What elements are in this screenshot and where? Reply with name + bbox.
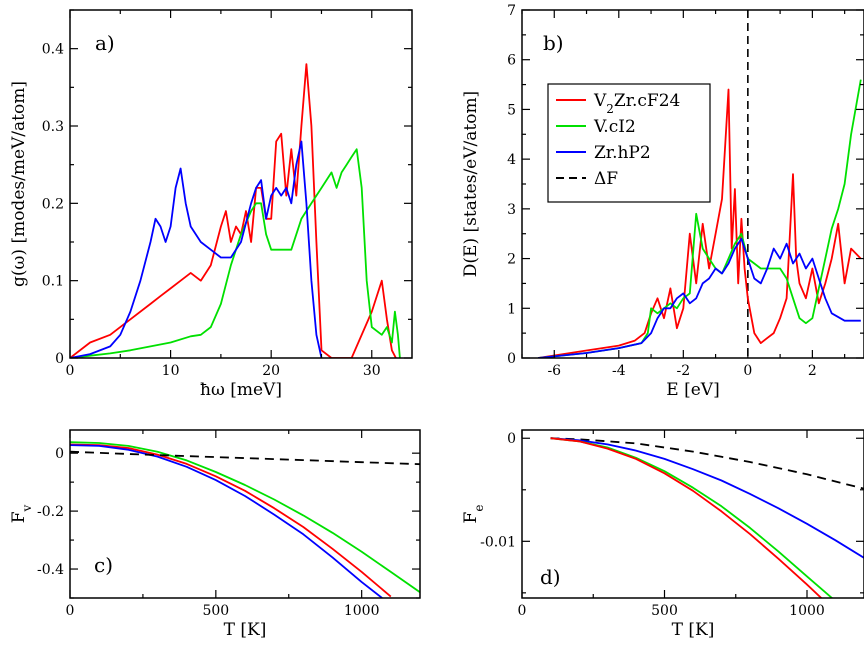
series-line-V_cI2 [550, 437, 834, 598]
series-line-Zr_hP2 [550, 437, 864, 559]
y-axis-label: D(E) [states/eV/atom] [461, 91, 481, 277]
y-tick-label: 0.1 [42, 274, 64, 290]
panel-b: -6 -4 -2 0 2 0 1 2 3 4 5 6 7 E [eV] D(E) [states/eV/at… [461, 3, 864, 400]
legend-label-main: V [593, 91, 607, 111]
legend-label-dF: ΔF [594, 169, 618, 189]
x-axis-label: T [K] [224, 620, 267, 640]
y-tick-label: 4 [507, 152, 516, 168]
x-tick-label: 0 [66, 603, 75, 619]
series-line-V_cI2 [70, 148, 401, 358]
y-tick-label: 6 [507, 53, 516, 69]
plot-frame [69, 429, 421, 599]
x-tick-label: 0 [66, 363, 75, 379]
x-tick-label: -2 [677, 363, 691, 379]
series-line-V2Zr_cF24 [70, 63, 397, 358]
y-tick-label: 0.3 [42, 119, 64, 135]
x-axis-label: E [eV] [666, 380, 719, 400]
y-axis-label: g(ω) [modes/meV/atom] [9, 81, 29, 287]
y-tick-label: -0.4 [37, 562, 64, 578]
panel-a: 0 10 20 30 0 0.1 0.2 0.3 0.4 ħω [meV] g(ω) [modes/… [9, 9, 413, 400]
y-tick-label: 1 [507, 301, 516, 317]
y-tick-label: 0.4 [42, 42, 64, 58]
y-tick-label: 0.2 [42, 196, 64, 212]
plot-frame [521, 429, 864, 599]
panel-label: d) [540, 565, 561, 589]
legend-box [547, 83, 711, 203]
x-axis-label: ħω [meV] [200, 380, 282, 400]
x-tick-label: 2 [808, 363, 817, 379]
series-line-Zr_hP2 [538, 237, 861, 358]
x-tick-label: 20 [262, 363, 280, 379]
x-tick-label: 1000 [344, 603, 380, 619]
x-tick-label: -4 [612, 363, 626, 379]
y-axis-label: Fe [461, 505, 486, 524]
x-axis-label: T [K] [672, 620, 715, 640]
y-tick-label: 0 [507, 431, 516, 447]
y-tick-label: 3 [507, 202, 516, 218]
series-line-Zr_hP2 [70, 444, 383, 598]
series-line-V2Zr_cF24 [550, 437, 823, 598]
legend-label-V_cI2: V.cI2 [593, 117, 636, 137]
series-group [70, 63, 401, 358]
legend-label-Zr_hP2: Zr.hP2 [594, 143, 651, 163]
x-tick-label: 10 [162, 363, 180, 379]
y-tick-label: -0.01 [480, 534, 516, 550]
series-line-dF [70, 450, 420, 466]
legend-label-rest: Zr.cF24 [614, 91, 680, 111]
panel-d: 0 500 1000 0 -0.01 T [K] Fe d) [461, 429, 864, 640]
legend-label-sub: 2 [606, 102, 614, 116]
y-axis-label-subscript: v [20, 504, 34, 512]
y-axis-label: Fv [9, 504, 34, 523]
series-line-V_cI2 [538, 79, 862, 358]
y-tick-label: 7 [507, 3, 516, 19]
y-tick-label: 5 [507, 102, 516, 118]
legend-label-main: ΔF [594, 169, 618, 189]
y-tick-label: 0 [507, 351, 516, 367]
y-tick-label: 2 [507, 252, 516, 268]
y-tick-label: 0 [55, 351, 64, 367]
x-tick-label: -6 [547, 363, 561, 379]
series-line-Zr_hP2 [70, 140, 323, 358]
x-tick-label: 500 [651, 603, 678, 619]
x-tick-label: 500 [202, 603, 229, 619]
y-tick-label: 0 [55, 446, 64, 462]
y-axis-label-subscript: e [472, 505, 486, 512]
series-line-V2Zr_cF24 [70, 443, 392, 598]
x-tick-label: 0 [518, 603, 527, 619]
series-group [537, 10, 862, 358]
x-tick-label: 30 [363, 363, 381, 379]
x-tick-label: 1000 [789, 603, 825, 619]
series-line-dF [550, 437, 864, 490]
panel-label: b) [543, 31, 564, 55]
panel-c: 0 500 1000 0 -0.2 -0.4 T [K] Fv c) [9, 429, 421, 640]
legend-label-main: Zr.hP2 [594, 143, 651, 163]
legend-label-V2Zr_cF24: V2Zr.cF24 [593, 91, 680, 116]
plot-frame [69, 9, 413, 359]
series-group [550, 437, 864, 598]
panel-label: c) [94, 553, 113, 577]
y-tick-label: -0.2 [37, 504, 64, 520]
series-line-V2Zr_cF24 [537, 88, 862, 358]
series-line-V_cI2 [70, 441, 420, 593]
series-group [70, 441, 420, 598]
x-tick-label: 0 [743, 363, 752, 379]
legend-label-main: V.cI2 [593, 117, 636, 137]
panel-label: a) [95, 31, 115, 55]
